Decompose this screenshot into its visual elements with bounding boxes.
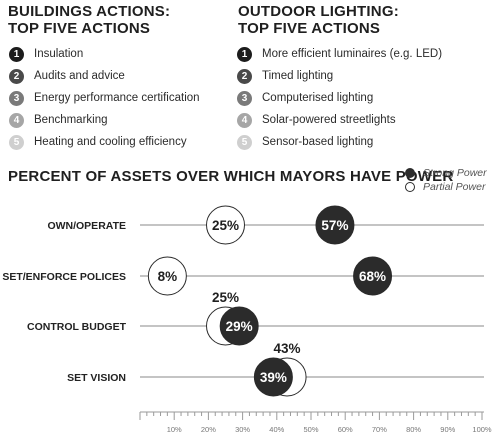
lighting-rank-badge: 1: [237, 46, 252, 62]
buildings-item-label: Benchmarking: [34, 114, 108, 126]
lighting-rank-badge: 4: [237, 112, 252, 128]
category-label: SET/ENFORCE POLICES: [2, 271, 126, 283]
strong-power-dot: [353, 256, 393, 296]
buildings-rank-badge: 2: [9, 68, 24, 84]
x-tick-label: 90%: [440, 425, 455, 434]
chart-title: PERCENT OF ASSETS OVER WHICH MAYORS HAVE…: [8, 168, 454, 185]
partial-power-value-label: 25%: [212, 290, 239, 305]
buildings-item-3: 3 Energy performance certification: [9, 87, 200, 109]
x-tick-label: 100%: [472, 425, 492, 434]
buildings-title-line1: BUILDINGS ACTIONS:: [8, 3, 171, 20]
x-tick-label: 60%: [338, 425, 353, 434]
lighting-actions-list: 1 More efficient luminaires (e.g. LED) 2 Ti…: [237, 43, 442, 153]
legend-strong: Strong Power: [405, 166, 487, 180]
lighting-item-label: Timed lighting: [262, 70, 334, 82]
buildings-item-5: 5 Heating and cooling efficiency: [9, 131, 200, 153]
strong-power-value-label: 39%: [260, 370, 287, 385]
lighting-item-1: 1 More efficient luminaires (e.g. LED): [237, 43, 442, 65]
buildings-title-line2: TOP FIVE ACTIONS: [8, 20, 151, 37]
legend-strong-label: Strong Power: [423, 167, 487, 179]
x-tick-label: 80%: [406, 425, 421, 434]
buildings-rank-badge: 4: [9, 112, 24, 128]
buildings-item-label: Audits and advice: [34, 70, 125, 82]
legend-partial-swatch: [405, 182, 415, 192]
partial-power-dot: [206, 205, 245, 245]
lighting-item-label: More efficient luminaires (e.g. LED): [262, 48, 443, 60]
lighting-item-label: Solar-powered streetlights: [262, 114, 396, 126]
buildings-item-2: 2 Audits and advice: [9, 65, 200, 87]
partial-power-value-label: 43%: [274, 341, 301, 356]
buildings-item-4: 4 Benchmarking: [9, 109, 200, 131]
lighting-item-3: 3 Computerised lighting: [237, 87, 442, 109]
legend-partial: Partial Power: [405, 180, 487, 194]
x-tick-label: 10%: [167, 425, 182, 434]
lighting-item-label: Computerised lighting: [262, 92, 374, 104]
lighting-rank-badge: 3: [237, 90, 252, 106]
legend-partial-label: Partial Power: [423, 181, 486, 193]
buildings-item-1: 1 Insulation: [9, 43, 200, 65]
lighting-title-line2: TOP FIVE ACTIONS: [238, 20, 381, 37]
lighting-title: OUTDOOR LIGHTING: TOP FIVE ACTIONS: [238, 3, 399, 37]
category-label: CONTROL BUDGET: [27, 321, 127, 333]
x-tick-label: 40%: [269, 425, 284, 434]
strong-power-value-label: 68%: [359, 269, 386, 284]
x-tick-label: 70%: [372, 425, 387, 434]
buildings-rank-badge: 3: [9, 90, 24, 106]
x-tick-label: 50%: [303, 425, 318, 434]
buildings-rank-badge: 1: [9, 46, 24, 62]
x-tick-label: 20%: [201, 425, 216, 434]
lighting-item-5: 5 Sensor-based lighting: [237, 131, 442, 153]
lighting-title-line1: OUTDOOR LIGHTING:: [238, 3, 399, 20]
lighting-item-2: 2 Timed lighting: [237, 65, 442, 87]
strong-power-dot: [219, 306, 259, 346]
legend-strong-swatch: [405, 168, 415, 178]
buildings-item-label: Insulation: [34, 48, 84, 60]
partial-power-value-label: 8%: [158, 269, 178, 284]
partial-power-value-label: 25%: [212, 218, 239, 233]
lighting-item-label: Sensor-based lighting: [262, 136, 374, 148]
buildings-item-label: Energy performance certification: [34, 92, 200, 104]
buildings-title: BUILDINGS ACTIONS: TOP FIVE ACTIONS: [8, 3, 170, 37]
legend: Strong Power Partial Power: [405, 166, 487, 194]
lighting-item-4: 4 Solar-powered streetlights: [237, 109, 442, 131]
category-label: SET VISION: [67, 372, 126, 384]
strong-power-value-label: 29%: [226, 319, 253, 334]
strong-power-dot: [253, 357, 293, 397]
x-tick-label: 30%: [235, 425, 250, 434]
strong-power-dot: [315, 205, 355, 245]
strong-power-value-label: 57%: [321, 218, 348, 233]
category-label: OWN/OPERATE: [47, 220, 126, 232]
buildings-rank-badge: 5: [9, 134, 24, 150]
lighting-rank-badge: 2: [237, 68, 252, 84]
buildings-actions-list: 1 Insulation 2 Audits and advice 3 Energy per…: [9, 43, 200, 153]
partial-power-dot: [147, 256, 187, 296]
buildings-item-label: Heating and cooling efficiency: [34, 136, 187, 148]
lighting-rank-badge: 5: [237, 134, 252, 150]
